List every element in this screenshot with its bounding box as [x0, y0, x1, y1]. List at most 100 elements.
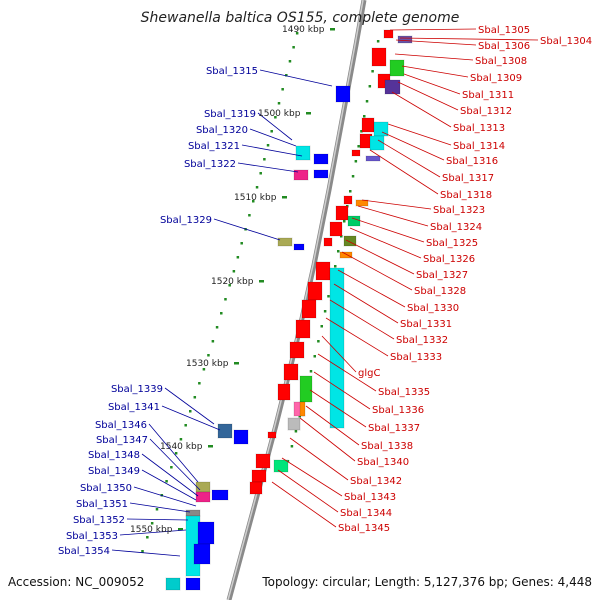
- gene-label-forward[interactable]: Sbal_1344: [340, 508, 392, 519]
- tick-dot: [371, 70, 374, 73]
- gene-leader-forward: [401, 65, 469, 78]
- gene-label-forward[interactable]: Sbal_1305: [478, 25, 530, 36]
- gene-leader-forward: [309, 389, 367, 428]
- gene-label-forward[interactable]: Sbal_1325: [426, 238, 478, 249]
- gene-label-forward[interactable]: Sbal_1330: [407, 303, 459, 314]
- gene-label-reverse[interactable]: Sbal_1321: [188, 141, 240, 152]
- gene-label-reverse[interactable]: Sbal_1320: [196, 125, 248, 136]
- gene-leader-reverse: [241, 144, 303, 157]
- tick-dot: [277, 102, 281, 105]
- gene-feature-forward: [339, 251, 353, 259]
- gene-label-forward[interactable]: Sbal_1318: [440, 190, 492, 201]
- gene-label-forward[interactable]: Sbal_1309: [470, 73, 522, 84]
- tick-dot: [368, 85, 372, 88]
- gene-label-forward[interactable]: Sbal_1317: [442, 173, 494, 184]
- gene-label-forward[interactable]: Sbal_1313: [453, 123, 505, 134]
- tick-dot: [174, 452, 178, 455]
- tick-dot: [170, 466, 173, 469]
- gene-label-forward[interactable]: Sbal_1345: [338, 523, 390, 534]
- tick-dot: [255, 186, 259, 189]
- gene-leader-forward: [289, 437, 349, 481]
- gene-label-forward[interactable]: Sbal_1340: [357, 457, 409, 468]
- gene-label-forward[interactable]: Sbal_1328: [414, 286, 466, 297]
- tick-dot: [376, 40, 380, 43]
- gene-leader-forward: [397, 81, 459, 111]
- gene-feature-reverse: [313, 169, 329, 179]
- tick-dot: [317, 340, 320, 343]
- gene-leader-forward: [313, 371, 371, 410]
- gene-label-reverse[interactable]: Sbal_1348: [88, 450, 140, 461]
- gene-leader-reverse: [259, 69, 333, 87]
- gene-leader-forward: [381, 131, 445, 161]
- gene-label-reverse[interactable]: Sbal_1329: [160, 215, 212, 226]
- gene-label-forward[interactable]: Sbal_1327: [416, 270, 468, 281]
- gene-label-reverse[interactable]: Sbal_1349: [88, 466, 140, 477]
- map-title: Shewanella baltica OS155, complete genom…: [141, 10, 460, 26]
- gene-leader-forward: [369, 149, 439, 195]
- tick-dot: [320, 325, 323, 328]
- tick-dot: [207, 354, 210, 357]
- tick-dot: [309, 370, 313, 373]
- tick-dot: [292, 46, 295, 49]
- scale-tick: [282, 196, 287, 199]
- gene-label-reverse[interactable]: Sbal_1346: [95, 420, 147, 431]
- tick-dot: [228, 284, 231, 287]
- gene-label-reverse[interactable]: Sbal_1351: [76, 499, 128, 510]
- gene-label-forward[interactable]: Sbal_1332: [396, 335, 448, 346]
- scale-label: 1550 kbp: [130, 525, 173, 535]
- gene-label-forward[interactable]: Sbal_1337: [368, 423, 420, 434]
- gene-label-reverse[interactable]: Sbal_1339: [111, 384, 163, 395]
- gene-feature-reverse: [165, 577, 181, 591]
- gene-label-forward[interactable]: Sbal_1338: [361, 441, 413, 452]
- gene-label-reverse[interactable]: Sbal_1347: [96, 435, 148, 446]
- gene-label-reverse[interactable]: Sbal_1341: [108, 402, 160, 413]
- gene-leader-forward: [389, 28, 477, 31]
- tick-dot: [343, 220, 346, 223]
- gene-label-forward[interactable]: Sbal_1343: [344, 492, 396, 503]
- gene-label-forward[interactable]: Sbal_1333: [390, 352, 442, 363]
- gene-label-forward[interactable]: Sbal_1311: [462, 90, 514, 101]
- gene-label-forward[interactable]: Sbal_1323: [433, 205, 485, 216]
- tick-dot: [337, 250, 340, 253]
- gene-leader-forward: [317, 353, 377, 392]
- gene-label-forward[interactable]: Sbal_1335: [378, 387, 430, 398]
- gene-feature-forward: [299, 375, 313, 403]
- gene-label-forward[interactable]: Sbal_1326: [423, 254, 475, 265]
- gene-label-reverse[interactable]: Sbal_1322: [184, 159, 236, 170]
- gene-label-reverse[interactable]: Sbal_1352: [73, 515, 125, 526]
- gene-feature-forward: [397, 35, 413, 44]
- feature-layer: [165, 29, 413, 591]
- gene-label-reverse[interactable]: Sbal_1319: [204, 109, 256, 120]
- gene-leader-forward: [357, 205, 429, 227]
- leader-layer: [111, 28, 539, 557]
- gene-leader-forward: [277, 469, 339, 513]
- gene-feature-forward: [335, 205, 349, 221]
- gene-label-forward[interactable]: Sbal_1331: [400, 319, 452, 330]
- gene-feature-reverse: [293, 243, 305, 251]
- gene-feature-forward: [287, 417, 301, 431]
- gene-label-forward[interactable]: Sbal_1342: [350, 476, 402, 487]
- gene-label-forward[interactable]: Sbal_1324: [430, 222, 482, 233]
- scale-label: 1510 kbp: [234, 193, 277, 203]
- gene-leader-reverse: [126, 518, 189, 521]
- gene-label-forward[interactable]: Sbal_1304: [540, 36, 592, 47]
- gene-label-forward[interactable]: Sbal_1308: [475, 56, 527, 67]
- gene-feature-forward: [323, 237, 333, 247]
- gene-label-reverse[interactable]: Sbal_1350: [80, 483, 132, 494]
- gene-feature-reverse: [313, 153, 329, 165]
- tick-dot: [270, 130, 273, 133]
- gene-label-forward[interactable]: Sbal_1336: [372, 405, 424, 416]
- gene-label-forward[interactable]: glgC: [358, 368, 380, 379]
- tick-dot: [263, 158, 266, 161]
- gene-leader-reverse: [119, 529, 187, 536]
- tick-dot: [155, 508, 159, 511]
- gene-label-reverse[interactable]: Sbal_1353: [66, 531, 118, 542]
- gene-label-reverse[interactable]: Sbal_1354: [58, 546, 110, 557]
- gene-label-reverse[interactable]: Sbal_1315: [206, 66, 258, 77]
- gene-feature-forward: [315, 261, 331, 281]
- gene-label-forward[interactable]: Sbal_1316: [446, 156, 498, 167]
- gene-label-forward[interactable]: Sbal_1312: [460, 106, 512, 117]
- tick-dot: [365, 100, 369, 103]
- gene-label-forward[interactable]: Sbal_1314: [453, 141, 505, 152]
- gene-label-forward[interactable]: Sbal_1306: [478, 41, 530, 52]
